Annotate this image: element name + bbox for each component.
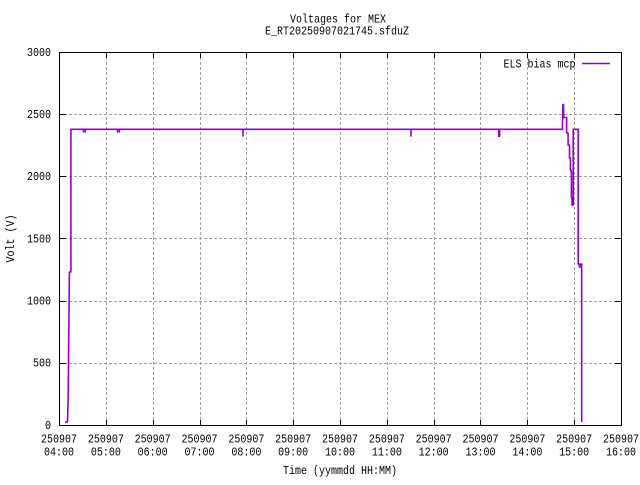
svg-text:05:00: 05:00: [91, 446, 121, 460]
svg-text:250907: 250907: [135, 433, 171, 447]
svg-text:250907: 250907: [322, 433, 358, 447]
svg-text:250907: 250907: [509, 433, 545, 447]
svg-text:08:00: 08:00: [231, 446, 261, 460]
svg-text:250907: 250907: [275, 433, 311, 447]
svg-text:2500: 2500: [27, 108, 51, 122]
svg-text:250907: 250907: [228, 433, 264, 447]
svg-text:500: 500: [33, 357, 51, 371]
svg-text:15:00: 15:00: [559, 446, 589, 460]
svg-text:1500: 1500: [27, 232, 51, 246]
svg-text:250907: 250907: [41, 433, 77, 447]
svg-text:250907: 250907: [182, 433, 218, 447]
svg-text:13:00: 13:00: [466, 446, 496, 460]
svg-text:250907: 250907: [88, 433, 124, 447]
svg-text:14:00: 14:00: [512, 446, 542, 460]
svg-text:Time (yymmdd HH:MM): Time (yymmdd HH:MM): [283, 464, 397, 478]
svg-text:10:00: 10:00: [325, 446, 355, 460]
svg-text:06:00: 06:00: [138, 446, 168, 460]
svg-text:Volt (V): Volt (V): [4, 215, 18, 263]
svg-text:250907: 250907: [416, 433, 452, 447]
svg-text:250907: 250907: [603, 433, 639, 447]
svg-text:1000: 1000: [27, 295, 51, 309]
svg-text:11:00: 11:00: [372, 446, 402, 460]
svg-text:250907: 250907: [369, 433, 405, 447]
svg-text:0: 0: [45, 419, 51, 433]
svg-text:250907: 250907: [556, 433, 592, 447]
svg-text:2000: 2000: [27, 170, 51, 184]
svg-text:12:00: 12:00: [419, 446, 449, 460]
svg-text:04:00: 04:00: [44, 446, 74, 460]
svg-text:Voltages for MEX: Voltages for MEX: [290, 12, 386, 26]
svg-text:ELS bias mcp: ELS bias mcp: [504, 57, 576, 71]
svg-text:E_RT20250907021745.sfduZ: E_RT20250907021745.sfduZ: [265, 24, 409, 38]
svg-text:250907: 250907: [463, 433, 499, 447]
svg-text:3000: 3000: [27, 46, 51, 60]
svg-text:09:00: 09:00: [278, 446, 308, 460]
svg-text:07:00: 07:00: [185, 446, 215, 460]
svg-text:16:00: 16:00: [606, 446, 636, 460]
